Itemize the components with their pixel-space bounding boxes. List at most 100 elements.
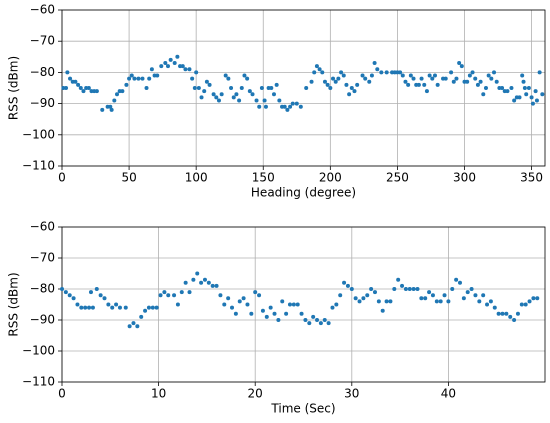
data-point: [457, 61, 462, 66]
data-point: [311, 314, 316, 319]
data-point: [194, 70, 199, 75]
data-point: [253, 290, 258, 295]
data-point: [106, 302, 111, 307]
data-point: [287, 302, 292, 307]
data-point: [114, 302, 119, 307]
y-axis-label: RSS (dBm): [7, 56, 21, 120]
data-point: [263, 104, 268, 109]
data-point: [254, 98, 259, 103]
x-tick-label: 20: [248, 387, 263, 401]
data-point: [326, 321, 331, 326]
data-point: [304, 86, 309, 90]
data-point: [349, 86, 354, 90]
data-point: [500, 311, 505, 316]
data-point: [365, 293, 370, 298]
data-point: [98, 293, 103, 298]
data-point: [376, 299, 381, 304]
data-point: [239, 86, 244, 90]
data-point: [403, 79, 408, 84]
data-point: [512, 98, 517, 103]
data-point: [372, 290, 377, 295]
data-point: [139, 314, 144, 319]
data-point: [328, 86, 333, 90]
data-point: [419, 76, 424, 81]
data-point: [187, 290, 192, 295]
data-point: [175, 54, 180, 59]
x-tick-label: 0: [58, 387, 66, 401]
data-point: [527, 299, 532, 304]
data-point: [384, 70, 389, 75]
data-point: [127, 76, 132, 81]
data-point: [154, 305, 159, 310]
data-point: [207, 82, 212, 87]
data-point: [155, 73, 160, 78]
data-point: [131, 321, 136, 326]
data-point: [187, 67, 192, 72]
data-point: [211, 92, 216, 97]
data-point: [257, 104, 262, 109]
data-point: [432, 73, 437, 78]
data-point: [146, 305, 151, 310]
data-point: [294, 101, 299, 106]
data-point: [100, 107, 105, 112]
data-point: [400, 73, 405, 78]
data-point: [504, 311, 509, 316]
data-point: [520, 73, 525, 78]
data-point: [245, 302, 250, 307]
data-point: [291, 302, 296, 307]
data-point: [79, 305, 84, 310]
data-point: [430, 76, 435, 81]
data-point: [229, 86, 234, 90]
data-point: [94, 89, 99, 94]
data-point: [143, 308, 148, 313]
data-point: [68, 76, 73, 81]
data-point: [496, 311, 501, 316]
data-point: [312, 70, 317, 75]
data-point: [102, 296, 107, 301]
data-point: [288, 104, 293, 109]
data-point: [522, 86, 527, 90]
data-point: [379, 70, 384, 75]
data-point: [398, 70, 403, 75]
data-point: [219, 92, 224, 97]
data-point: [430, 293, 435, 298]
data-point: [249, 311, 254, 316]
data-point: [485, 302, 490, 307]
data-point: [534, 98, 539, 103]
data-point: [369, 287, 374, 291]
data-point: [242, 73, 247, 78]
data-point: [257, 293, 262, 298]
data-point: [175, 302, 180, 307]
data-point: [339, 70, 344, 75]
x-tick-label: 30: [344, 387, 359, 401]
data-point: [110, 305, 115, 310]
data-point: [446, 299, 451, 304]
data-point: [268, 305, 273, 310]
data-point: [64, 86, 69, 90]
data-point: [94, 287, 99, 291]
data-point: [481, 293, 486, 298]
data-point: [135, 324, 140, 329]
data-point: [403, 287, 408, 291]
data-point: [467, 73, 472, 78]
data-point: [465, 290, 470, 295]
plot-frame: [61, 226, 546, 383]
y-tick-label: −70: [30, 251, 55, 265]
x-tick-label: 40: [441, 387, 456, 401]
data-point: [165, 64, 170, 69]
data-point: [540, 92, 545, 97]
data-point: [473, 76, 478, 81]
data-point: [367, 79, 372, 84]
data-point: [372, 61, 377, 66]
data-point: [338, 293, 343, 298]
data-point: [408, 73, 413, 78]
data-point: [285, 107, 290, 112]
data-point: [320, 70, 325, 75]
data-point: [492, 70, 497, 75]
data-point: [108, 104, 113, 109]
data-point: [360, 73, 365, 78]
data-point: [127, 324, 132, 329]
data-point: [505, 89, 510, 94]
data-point: [222, 302, 227, 307]
data-point: [477, 299, 482, 304]
